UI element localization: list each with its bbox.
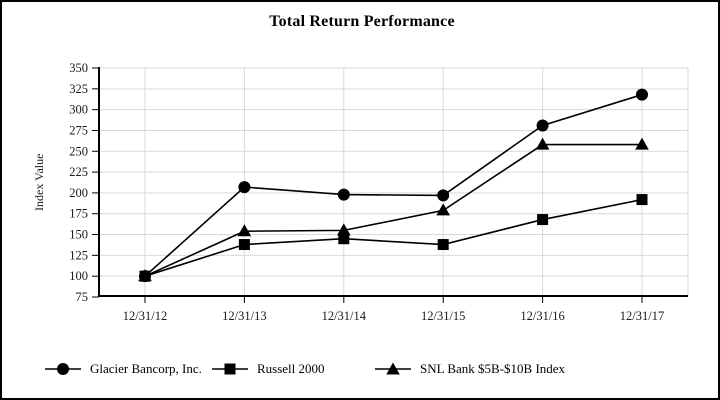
x-tick-label: 12/31/15: [421, 309, 465, 323]
y-tick-label: 150: [69, 228, 88, 242]
y-tick-label: 250: [69, 144, 88, 158]
y-tick-label: 75: [76, 290, 89, 304]
legend-label-glacier-bancorp: Glacier Bancorp, Inc.: [90, 361, 202, 376]
y-tick-label: 225: [69, 165, 88, 179]
x-tick-label: 12/31/16: [520, 309, 564, 323]
legend-item-snl-bank-index: SNL Bank $5B-$10B Index: [375, 360, 565, 378]
chart-title: Total Return Performance: [269, 13, 455, 30]
legend-item-russell-2000: Russell 2000: [212, 360, 325, 378]
y-tick-label: 275: [69, 123, 88, 137]
y-tick-label: 200: [69, 186, 88, 200]
legend-label-russell-2000: Russell 2000: [257, 361, 325, 376]
y-tick-label: 325: [69, 82, 88, 96]
data-point-circle: [636, 88, 648, 101]
data-point-circle: [437, 189, 450, 202]
data-point-square: [437, 239, 449, 251]
data-point-circle: [337, 188, 350, 201]
legend-item-glacier-bancorp: Glacier Bancorp, Inc.: [45, 360, 202, 378]
x-tick-label: 12/31/14: [322, 309, 367, 323]
data-point-square: [238, 239, 250, 251]
x-tick-label: 12/31/12: [123, 309, 167, 323]
data-point-triangle: [535, 137, 550, 150]
square-marker-icon: [212, 363, 248, 375]
x-tick-label: 12/31/13: [222, 309, 266, 323]
data-point-triangle: [337, 223, 351, 236]
circle-marker-icon: [45, 363, 81, 375]
triangle-marker-icon: [375, 362, 411, 375]
chart-legend: Glacier Bancorp, Inc. Russell 2000 SNL B…: [2, 360, 718, 380]
y-tick-label: 175: [69, 207, 88, 221]
legend-label-snl-bank-index: SNL Bank $5B-$10B Index: [420, 361, 566, 376]
data-point-square: [139, 270, 151, 282]
series-line-circle: [144, 93, 643, 277]
data-point-triangle: [237, 224, 252, 237]
data-point-circle: [536, 119, 549, 132]
plot-area: 75 100 125 150 175 200 225 250 275 300 325 350 12/31…: [69, 61, 689, 323]
data-point-square: [537, 214, 549, 226]
y-tick-label: 350: [69, 61, 88, 75]
data-point-square: [636, 194, 648, 206]
y-tick-label: 125: [69, 248, 88, 262]
data-point-circle: [238, 181, 251, 194]
data-point-triangle: [635, 137, 649, 150]
series-line-square: [144, 198, 643, 277]
data-point-square: [338, 233, 350, 245]
y-tick-label: 300: [69, 103, 88, 117]
y-tick-label: 100: [69, 269, 88, 283]
series-line-triangle: [144, 143, 642, 277]
data-point-triangle: [436, 203, 450, 216]
x-tick-label: 12/31/17: [620, 309, 664, 323]
